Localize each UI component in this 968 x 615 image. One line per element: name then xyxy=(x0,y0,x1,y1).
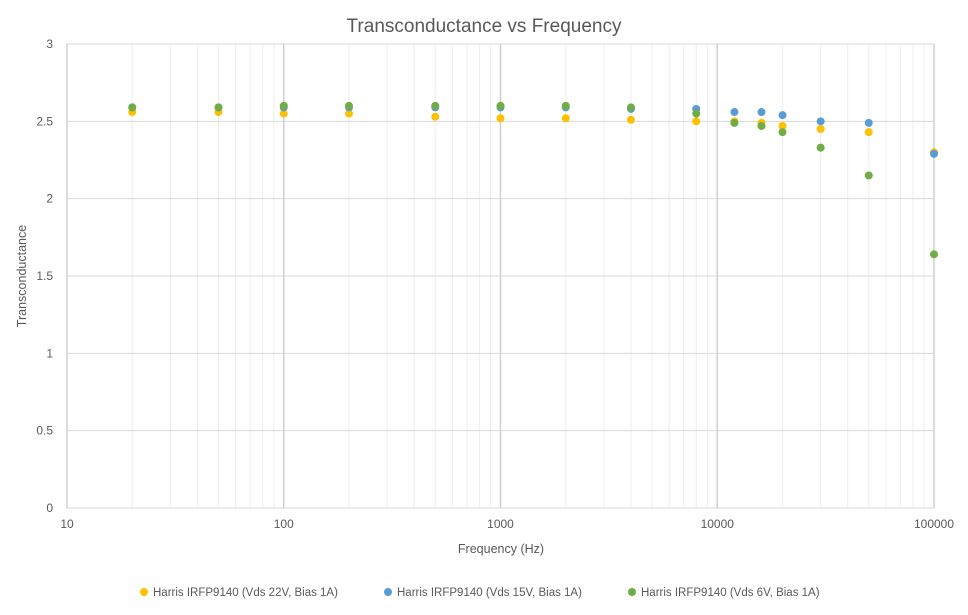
data-point xyxy=(864,128,873,137)
legend: Harris IRFP9140 (Vds 22V, Bias 1A) Harris… xyxy=(140,587,820,599)
x-axis-title: Frequency (Hz) xyxy=(458,542,544,556)
legend-label: Harris IRFP9140 (Vds 22V, Bias 1A) xyxy=(153,587,338,599)
data-point xyxy=(730,118,739,127)
data-point xyxy=(816,143,825,152)
legend-marker xyxy=(628,588,636,596)
data-point xyxy=(816,125,825,134)
y-tick-label: 2.5 xyxy=(36,114,53,128)
data-point xyxy=(757,121,766,130)
legend-marker xyxy=(140,588,148,596)
data-point xyxy=(561,101,570,110)
legend-marker xyxy=(384,588,392,596)
data-point xyxy=(626,103,635,112)
chart-title: Transconductance vs Frequency xyxy=(347,16,622,37)
data-point xyxy=(692,117,701,126)
data-point xyxy=(496,101,505,110)
legend-label: Harris IRFP9140 (Vds 15V, Bias 1A) xyxy=(397,587,582,599)
data-point xyxy=(778,121,787,130)
data-point xyxy=(757,108,766,117)
data-point xyxy=(344,109,353,118)
data-point xyxy=(930,250,938,259)
data-point xyxy=(778,111,787,120)
y-tick-label: 2 xyxy=(46,192,53,206)
data-point xyxy=(778,128,787,137)
data-point xyxy=(496,114,505,123)
data-point xyxy=(431,112,440,121)
data-point xyxy=(561,114,570,123)
y-tick-labels: 0 0.5 1 1.5 2 2.5 3 xyxy=(36,37,53,515)
data-point xyxy=(692,109,701,118)
x-tick-labels: 10 100 1000 10000 100000 xyxy=(60,517,954,531)
data-point xyxy=(279,101,288,110)
x-tick-label: 10 xyxy=(60,517,74,531)
data-point xyxy=(344,101,353,110)
x-tick-label: 100000 xyxy=(914,517,954,531)
legend-entry-3: Harris IRFP9140 (Vds 6V, Bias 1A) xyxy=(628,587,820,599)
data-point xyxy=(214,103,223,112)
data-point xyxy=(816,117,825,126)
legend-entry-1: Harris IRFP9140 (Vds 22V, Bias 1A) xyxy=(140,587,338,599)
data-point xyxy=(864,118,873,127)
x-tick-label: 1000 xyxy=(487,517,514,531)
y-tick-label: 0.5 xyxy=(36,424,53,438)
y-axis-title: Transconductance xyxy=(15,225,29,327)
legend-label: Harris IRFP9140 (Vds 6V, Bias 1A) xyxy=(641,587,820,599)
data-point xyxy=(730,108,739,117)
data-point xyxy=(626,115,635,124)
series-3 xyxy=(128,101,938,259)
y-tick-label: 1.5 xyxy=(36,269,53,283)
y-tick-label: 0 xyxy=(46,501,53,515)
data-point xyxy=(431,101,440,110)
data-point xyxy=(864,171,873,180)
data-point xyxy=(930,149,938,158)
data-points xyxy=(128,101,938,259)
data-point xyxy=(279,109,288,118)
y-tick-label: 3 xyxy=(46,37,53,51)
data-point xyxy=(128,103,137,112)
y-tick-label: 1 xyxy=(46,346,53,360)
legend-entry-2: Harris IRFP9140 (Vds 15V, Bias 1A) xyxy=(384,587,582,599)
x-tick-label: 100 xyxy=(274,517,294,531)
x-tick-label: 10000 xyxy=(701,517,735,531)
